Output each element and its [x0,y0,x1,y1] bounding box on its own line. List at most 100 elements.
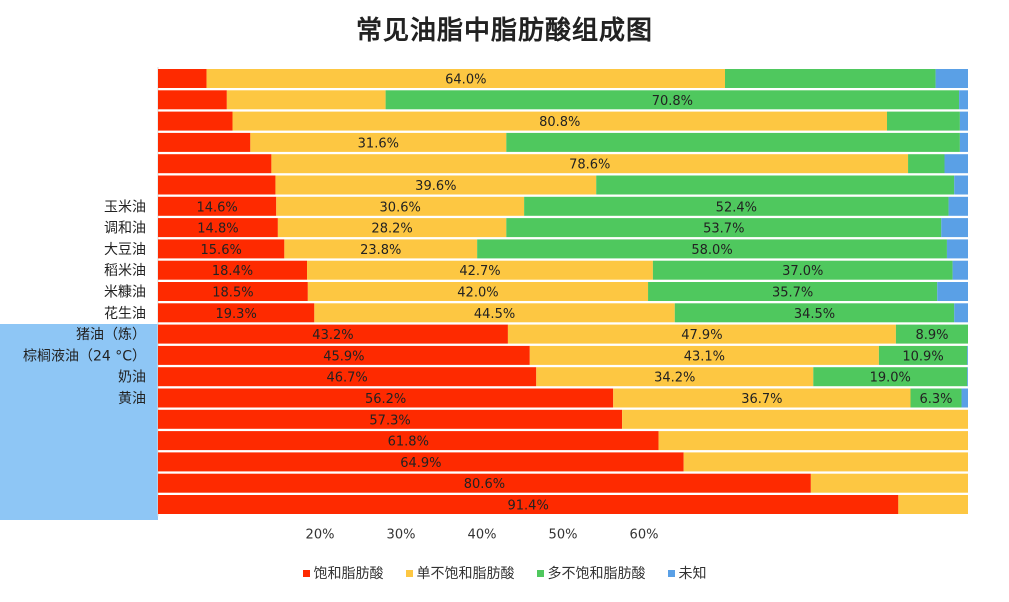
bar-segment [967,367,968,387]
data-label: 10.9% [902,349,943,364]
bar-segment [683,452,968,472]
data-label: 8.9% [915,328,948,343]
legend-swatch [405,569,413,577]
bar-segment [226,90,386,110]
bar-segment [158,282,308,301]
data-label: 39.6% [415,179,456,194]
bar-segment [536,367,814,387]
legend-swatch [667,569,675,577]
data-label: 45.9% [323,349,364,364]
data-label: 36.7% [741,392,782,407]
bar-segment [158,90,227,110]
legend-label: 未知 [678,566,707,582]
legend-swatch [302,569,310,577]
legend-item: 单不饱和脂肪酸 [405,563,515,583]
bar-segment [910,388,962,408]
bar-segment [314,303,675,323]
bar-segment [946,239,968,259]
legend: 饱和脂肪酸 单不饱和脂肪酸 多不饱和脂肪酸 未知 [0,563,1009,583]
data-label: 56.2% [365,392,406,407]
bar-segment [206,69,726,88]
data-label: 30.6% [380,200,421,215]
bar-segment [158,303,315,323]
bar-segment [959,90,968,110]
data-label: 78.6% [569,158,610,173]
data-label: 42.0% [457,286,498,301]
bar-segment [622,409,968,429]
data-label: 58.0% [691,243,732,258]
legend-swatch [536,569,544,577]
data-label: 14.8% [197,222,238,237]
bar-segment [648,282,938,301]
data-label: 43.2% [312,328,353,343]
row-label: 调和油 [104,221,146,237]
bar-segment [596,175,955,195]
bar-segment [158,218,278,238]
bar-segment [658,431,968,451]
bar-segment [307,282,649,301]
bar-segment [284,239,478,259]
data-label: 44.5% [474,307,515,322]
data-label: 42.7% [459,264,500,279]
data-label: 6.3% [919,392,952,407]
x-tick-label: 20% [306,527,335,542]
bar-segment [385,90,960,110]
bar-segment [674,303,955,323]
bar-segment [895,324,968,344]
data-label: 15.6% [201,243,242,258]
bar-segment [954,303,968,323]
bar-segment [307,260,653,280]
data-label: 19.0% [870,371,911,386]
bar-segment [506,132,960,152]
row-label: 奶油 [118,370,146,386]
bar-segment [158,324,508,344]
bar-segment [529,345,879,365]
bar-segment [959,111,968,131]
data-label: 43.1% [684,349,725,364]
highlight-band [0,324,158,520]
legend-item: 饱和脂肪酸 [302,563,384,583]
x-tick-label: 30% [387,527,416,542]
bar-segment [158,196,277,216]
data-label: 34.5% [794,307,835,322]
bar-segment [271,154,909,174]
bar-segment [158,260,308,280]
bar-segment [275,175,597,195]
bar-segment [477,239,947,259]
bar-segment [158,345,530,365]
x-tick-label: 50% [549,527,578,542]
data-label: 18.5% [212,286,253,301]
bar-segment [878,345,968,365]
bar-segment [158,388,614,408]
bar-segment [158,367,537,387]
bar-segment [887,111,960,131]
bar-segment [158,409,623,429]
data-label: 53.7% [703,222,744,237]
row-label: 棕榈液油（24 °C） [23,348,146,364]
data-label: 37.0% [782,264,823,279]
data-label: 91.4% [508,499,549,514]
bar-segment [158,175,276,195]
bar-segment [813,367,968,387]
row-label: 黄油 [118,390,146,407]
legend-label: 饱和脂肪酸 [313,566,384,582]
data-label: 47.9% [681,328,722,343]
legend-item: 未知 [667,563,707,583]
data-label: 19.3% [216,307,257,322]
bar-segment [158,111,233,131]
data-label: 34.2% [654,371,695,386]
bar-segment [908,154,945,174]
bar-segment [961,388,968,408]
data-label: 28.2% [371,222,412,237]
data-label: 18.4% [212,264,253,279]
bar-segment [725,69,936,88]
bar-segment [250,132,507,152]
data-label: 57.3% [369,413,410,428]
bar-segment [507,324,896,344]
bar-segment [652,260,953,280]
bar-segment [810,473,968,493]
data-label: 31.6% [358,136,399,151]
row-label: 稻米油 [104,263,146,279]
bar-segment [158,473,811,493]
